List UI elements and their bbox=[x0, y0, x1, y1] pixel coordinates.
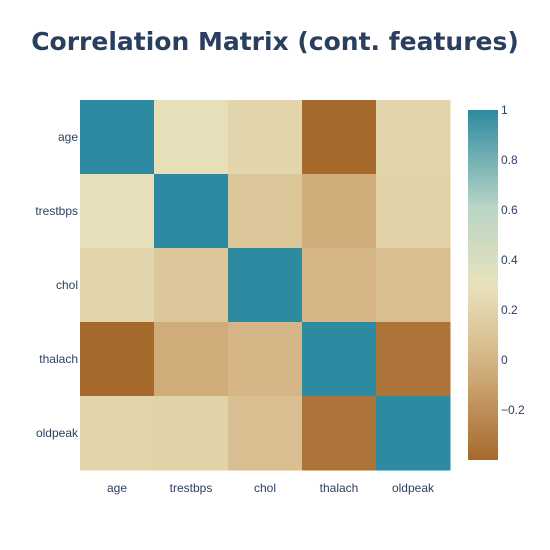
y-tick-label: chol bbox=[56, 278, 78, 292]
x-axis-ticks: age trestbps chol thalach oldpeak bbox=[107, 481, 435, 495]
colorbar-tick-label: 0.8 bbox=[501, 153, 518, 167]
x-tick-label: age bbox=[107, 481, 127, 495]
heatmap-cell-trestbps-chol bbox=[228, 174, 303, 249]
heatmap-cell-oldpeak-age bbox=[80, 396, 155, 471]
heatmap-cell-age-oldpeak bbox=[376, 100, 451, 175]
y-tick-label: age bbox=[58, 130, 78, 144]
heatmap-cell-trestbps-age bbox=[80, 174, 155, 249]
heatmap-cell-chol-chol bbox=[228, 248, 303, 323]
colorbar-tick-label: 0.2 bbox=[501, 303, 518, 317]
heatmap-cell-thalach-chol bbox=[228, 322, 303, 397]
heatmap-cell-thalach-age bbox=[80, 322, 155, 397]
heatmap-cell-oldpeak-oldpeak bbox=[376, 396, 451, 471]
y-tick-label: thalach bbox=[39, 352, 78, 366]
x-tick-label: trestbps bbox=[170, 481, 213, 495]
colorbar: 1 0.8 0.6 0.4 0.2 0 −0.2 bbox=[468, 103, 525, 460]
colorbar-tick-label: −0.2 bbox=[501, 403, 525, 417]
heatmap-cell-chol-oldpeak bbox=[376, 248, 451, 323]
chart-title: Correlation Matrix (cont. features) bbox=[31, 27, 519, 56]
heatmap-cell-trestbps-trestbps bbox=[154, 174, 229, 249]
heatmap-cell-oldpeak-chol bbox=[228, 396, 303, 471]
y-tick-label: oldpeak bbox=[36, 426, 79, 440]
heatmap-cell-age-thalach bbox=[302, 100, 377, 175]
colorbar-tick-label: 0.4 bbox=[501, 253, 518, 267]
colorbar-tick-label: 1 bbox=[501, 103, 508, 117]
heatmap-cell-thalach-thalach bbox=[302, 322, 377, 397]
y-axis-ticks: age trestbps chol thalach oldpeak bbox=[35, 130, 79, 440]
heatmap-cell-age-chol bbox=[228, 100, 303, 175]
heatmap-cell-chol-age bbox=[80, 248, 155, 323]
colorbar-gradient bbox=[468, 110, 498, 460]
colorbar-tick-label: 0 bbox=[501, 353, 508, 367]
colorbar-ticks: 1 0.8 0.6 0.4 0.2 0 −0.2 bbox=[501, 103, 525, 417]
x-tick-label: thalach bbox=[320, 481, 359, 495]
heatmap-cell-thalach-oldpeak bbox=[376, 322, 451, 397]
heatmap-cell-oldpeak-thalach bbox=[302, 396, 377, 471]
heatmap-cell-age-age bbox=[80, 100, 155, 175]
heatmap-cell-age-trestbps bbox=[154, 100, 229, 175]
heatmap-cell-chol-trestbps bbox=[154, 248, 229, 323]
heatmap-cell-thalach-trestbps bbox=[154, 322, 229, 397]
heatmap-cell-trestbps-oldpeak bbox=[376, 174, 451, 249]
y-tick-label: trestbps bbox=[35, 204, 78, 218]
heatmap-cell-trestbps-thalach bbox=[302, 174, 377, 249]
x-tick-label: chol bbox=[254, 481, 276, 495]
colorbar-tick-label: 0.6 bbox=[501, 203, 518, 217]
heatmap-cell-oldpeak-trestbps bbox=[154, 396, 229, 471]
heatmap-cells bbox=[80, 100, 451, 471]
x-tick-label: oldpeak bbox=[392, 481, 435, 495]
heatmap-cell-chol-thalach bbox=[302, 248, 377, 323]
